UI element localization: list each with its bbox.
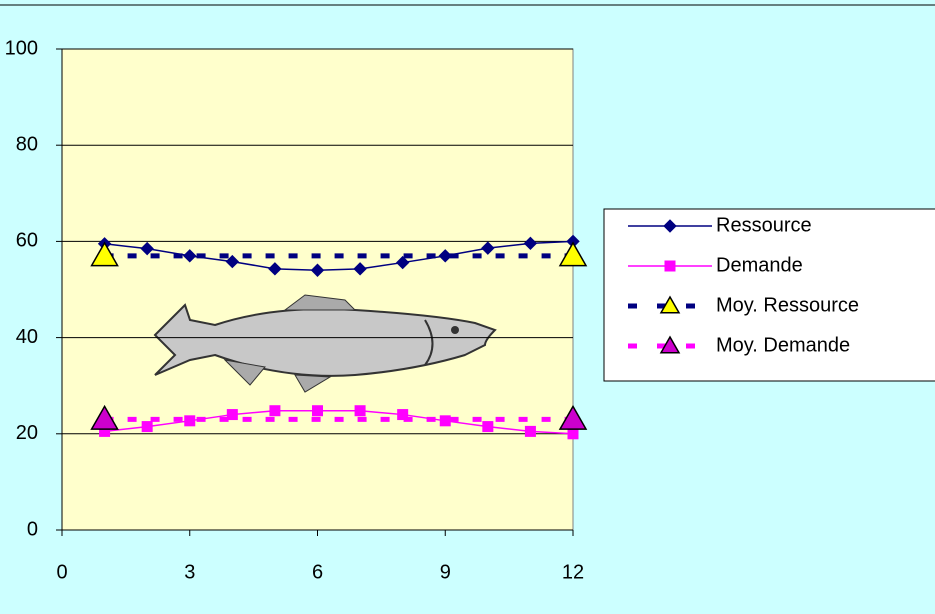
legend-label: Demande xyxy=(716,254,803,276)
legend: Ressource Demande Moy. Ressource Moy. Deman… xyxy=(604,209,935,381)
marker xyxy=(568,429,578,439)
page: Ressource Demande Moy. Ressource Moy. Deman… xyxy=(0,0,935,614)
marker xyxy=(483,422,493,432)
x-tick-label: 9 xyxy=(440,561,451,583)
legend-label: Moy. Demande xyxy=(716,334,850,356)
y-tick-label: 20 xyxy=(16,422,38,444)
marker xyxy=(227,410,237,420)
x-tick-label: 12 xyxy=(562,561,584,583)
y-tick-label: 60 xyxy=(16,230,38,252)
marker xyxy=(440,416,450,426)
marker xyxy=(142,422,152,432)
marker xyxy=(313,406,323,416)
x-tick-label: 6 xyxy=(312,561,323,583)
y-tick-label: 100 xyxy=(5,37,38,59)
x-tick-label: 0 xyxy=(56,561,67,583)
marker xyxy=(665,261,675,271)
y-tick-label: 40 xyxy=(16,326,38,348)
legend-label: Ressource xyxy=(716,214,812,236)
chart: Ressource Demande Moy. Ressource Moy. Deman… xyxy=(0,0,935,614)
marker xyxy=(355,406,365,416)
y-tick-label: 80 xyxy=(16,133,38,155)
marker xyxy=(185,416,195,426)
marker xyxy=(270,406,280,416)
plot-area xyxy=(62,49,573,530)
marker xyxy=(525,426,535,436)
x-tick-label: 3 xyxy=(184,561,195,583)
legend-label: Moy. Ressource xyxy=(716,294,859,316)
y-tick-label: 0 xyxy=(27,518,38,540)
